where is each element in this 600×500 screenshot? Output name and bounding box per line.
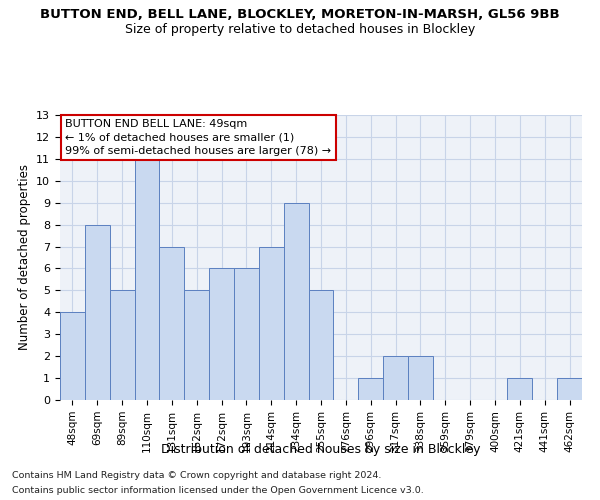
Bar [383, 356, 408, 400]
Bar [134, 159, 160, 400]
Y-axis label: Number of detached properties: Number of detached properties [17, 164, 31, 350]
Bar [110, 290, 134, 400]
Bar [284, 202, 308, 400]
Bar [209, 268, 234, 400]
Text: BUTTON END BELL LANE: 49sqm
← 1% of detached houses are smaller (1)
99% of semi-: BUTTON END BELL LANE: 49sqm ← 1% of deta… [65, 120, 331, 156]
Bar [60, 312, 85, 400]
Bar [408, 356, 433, 400]
Text: Contains public sector information licensed under the Open Government Licence v3: Contains public sector information licen… [12, 486, 424, 495]
Bar [184, 290, 209, 400]
Bar [234, 268, 259, 400]
Bar [160, 246, 184, 400]
Bar [308, 290, 334, 400]
Text: Distribution of detached houses by size in Blockley: Distribution of detached houses by size … [161, 442, 481, 456]
Bar [358, 378, 383, 400]
Text: Contains HM Land Registry data © Crown copyright and database right 2024.: Contains HM Land Registry data © Crown c… [12, 471, 382, 480]
Bar [557, 378, 582, 400]
Text: BUTTON END, BELL LANE, BLOCKLEY, MORETON-IN-MARSH, GL56 9BB: BUTTON END, BELL LANE, BLOCKLEY, MORETON… [40, 8, 560, 20]
Text: Size of property relative to detached houses in Blockley: Size of property relative to detached ho… [125, 22, 475, 36]
Bar [259, 246, 284, 400]
Bar [508, 378, 532, 400]
Bar [85, 224, 110, 400]
